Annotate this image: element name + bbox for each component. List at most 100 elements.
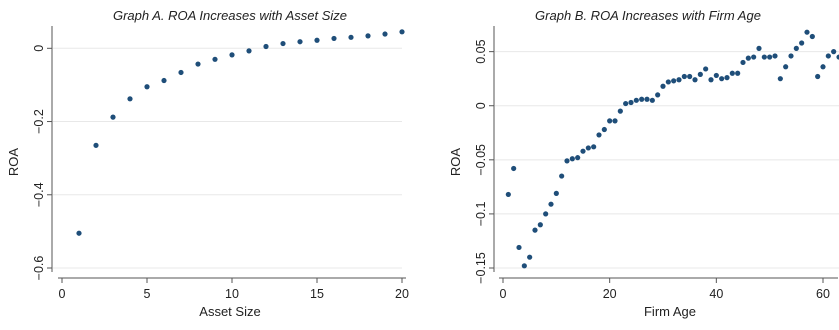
chart-b-data-point <box>543 211 549 217</box>
chart-b-data-point <box>665 79 671 85</box>
chart-b-data-point <box>521 263 527 269</box>
chart-a-data-point <box>110 114 116 120</box>
chart-b-data-point <box>751 54 757 60</box>
chart-b-data-point <box>596 132 602 138</box>
chart-a-data-point <box>127 96 133 102</box>
chart-b-y-tick-label: −0.05 <box>474 144 488 176</box>
chart-b-data-point <box>585 145 591 151</box>
chart-b-data-point <box>804 29 810 35</box>
chart-a-data-point <box>93 142 99 148</box>
chart-b-data-point <box>687 73 693 80</box>
chart-b-data-point <box>601 126 607 133</box>
chart-b-data-point <box>569 156 575 162</box>
chart-b-data-point <box>516 244 522 251</box>
chart-b-y-tick-label: −0.1 <box>474 202 488 227</box>
chart-b-x-tick-label: 20 <box>603 287 617 301</box>
chart-b-data-point <box>681 73 687 80</box>
chart-b-data-point <box>532 227 538 233</box>
chart-a-ticks: 0 −0.2 −0.4 −0.6 0 5 10 15 20 <box>32 45 409 301</box>
chart-b-data-point <box>724 75 730 81</box>
chart-b-data-point <box>580 148 586 154</box>
chart-a: Graph A. ROA Increases with Asset Size A… <box>6 8 409 319</box>
chart-b-ticks: 0.05 0 −0.05 −0.1 −0.15 0 20 40 60 <box>474 39 830 301</box>
chart-b-data-point <box>783 64 789 70</box>
chart-a-title: Graph A. ROA Increases with Asset Size <box>113 8 347 23</box>
chart-b-data-point <box>735 70 741 76</box>
chart-b-data-point <box>820 64 826 70</box>
chart-b-title: Graph B. ROA Increases with Firm Age <box>535 8 761 23</box>
chart-a-data-point <box>178 69 184 76</box>
chart-b-data-point <box>745 55 751 61</box>
chart-b-data-point <box>708 77 714 83</box>
chart-b-data-point <box>644 96 650 102</box>
chart-b-y-tick-label: −0.15 <box>474 252 488 284</box>
chart-a-data-point <box>195 61 201 67</box>
chart-b-data-point <box>825 53 831 59</box>
chart-b-data-point <box>793 45 799 51</box>
chart-a-x-tick-label: 10 <box>225 287 239 301</box>
chart-b-y-axis-label: ROA <box>448 148 463 177</box>
chart-b-data-point <box>772 53 778 59</box>
chart-b-x-axis-label: Firm Age <box>644 304 696 319</box>
chart-a-y-tick-label: −0.2 <box>32 109 46 134</box>
chart-b-axes <box>493 26 838 279</box>
chart-b-data-point <box>740 59 746 66</box>
chart-b-data-point <box>553 190 559 196</box>
chart-a-x-tick-label: 15 <box>310 287 324 301</box>
chart-a-data-point <box>399 29 405 35</box>
chart-b-data-point <box>607 118 613 124</box>
chart-b-data-point <box>575 155 581 161</box>
chart-b-data-point <box>676 77 682 83</box>
chart-a-data-point <box>144 84 150 90</box>
chart-b-data-point <box>697 71 703 77</box>
chart-a-data-point <box>161 77 167 84</box>
chart-b-data-point <box>729 70 735 76</box>
chart-a-x-tick-label: 0 <box>59 287 66 301</box>
chart-b-data-point <box>623 100 629 107</box>
chart-a-data-point <box>314 37 320 43</box>
chart-a-data-point <box>280 40 286 47</box>
chart-b-data-point <box>713 72 719 79</box>
chart-b-data-point <box>612 118 618 124</box>
chart-a-x-tick-label: 5 <box>144 287 151 301</box>
chart-b-data-point <box>761 54 767 60</box>
chart-a-points <box>76 29 405 236</box>
chart-b-data-point <box>788 53 794 59</box>
chart-a-data-point <box>348 34 354 40</box>
chart-b-data-point <box>537 222 543 228</box>
chart-b-data-point <box>591 144 597 150</box>
chart-a-data-point <box>297 39 303 45</box>
chart-a-data-point <box>331 35 337 42</box>
chart-a-data-point <box>229 52 235 58</box>
chart-b-data-point <box>777 76 783 82</box>
chart-b-data-point <box>564 158 570 164</box>
chart-b-data-point <box>815 73 821 80</box>
chart-b-data-point <box>628 99 634 106</box>
chart-b-x-tick-label: 40 <box>709 287 723 301</box>
chart-b-data-point <box>799 40 805 46</box>
chart-a-gridlines <box>53 47 402 269</box>
chart-a-y-tick-label: 0 <box>32 45 46 52</box>
chart-b-data-point <box>703 66 709 72</box>
chart-a-data-point <box>212 56 218 62</box>
chart-b-data-point <box>505 191 511 198</box>
chart-b-y-tick-label: 0.05 <box>474 39 488 63</box>
chart-b-data-point <box>649 97 655 103</box>
chart-b: Graph B. ROA Increases with Firm Age Fir… <box>448 8 839 319</box>
chart-b-data-point <box>719 76 725 82</box>
chart-b-data-point <box>633 97 639 103</box>
chart-b-data-point <box>559 173 565 179</box>
chart-b-data-point <box>548 201 554 207</box>
chart-b-points <box>505 29 839 269</box>
chart-a-data-point <box>263 43 269 50</box>
chart-b-y-tick-label: 0 <box>474 102 488 109</box>
chart-a-data-point <box>365 33 371 39</box>
chart-b-data-point <box>809 33 815 40</box>
chart-a-y-tick-label: −0.6 <box>32 256 46 281</box>
chart-b-data-point <box>831 49 837 55</box>
chart-a-axes <box>51 26 406 279</box>
chart-b-x-tick-label: 0 <box>500 287 507 301</box>
chart-a-x-tick-label: 20 <box>395 287 409 301</box>
chart-b-x-tick-label: 60 <box>816 287 830 301</box>
